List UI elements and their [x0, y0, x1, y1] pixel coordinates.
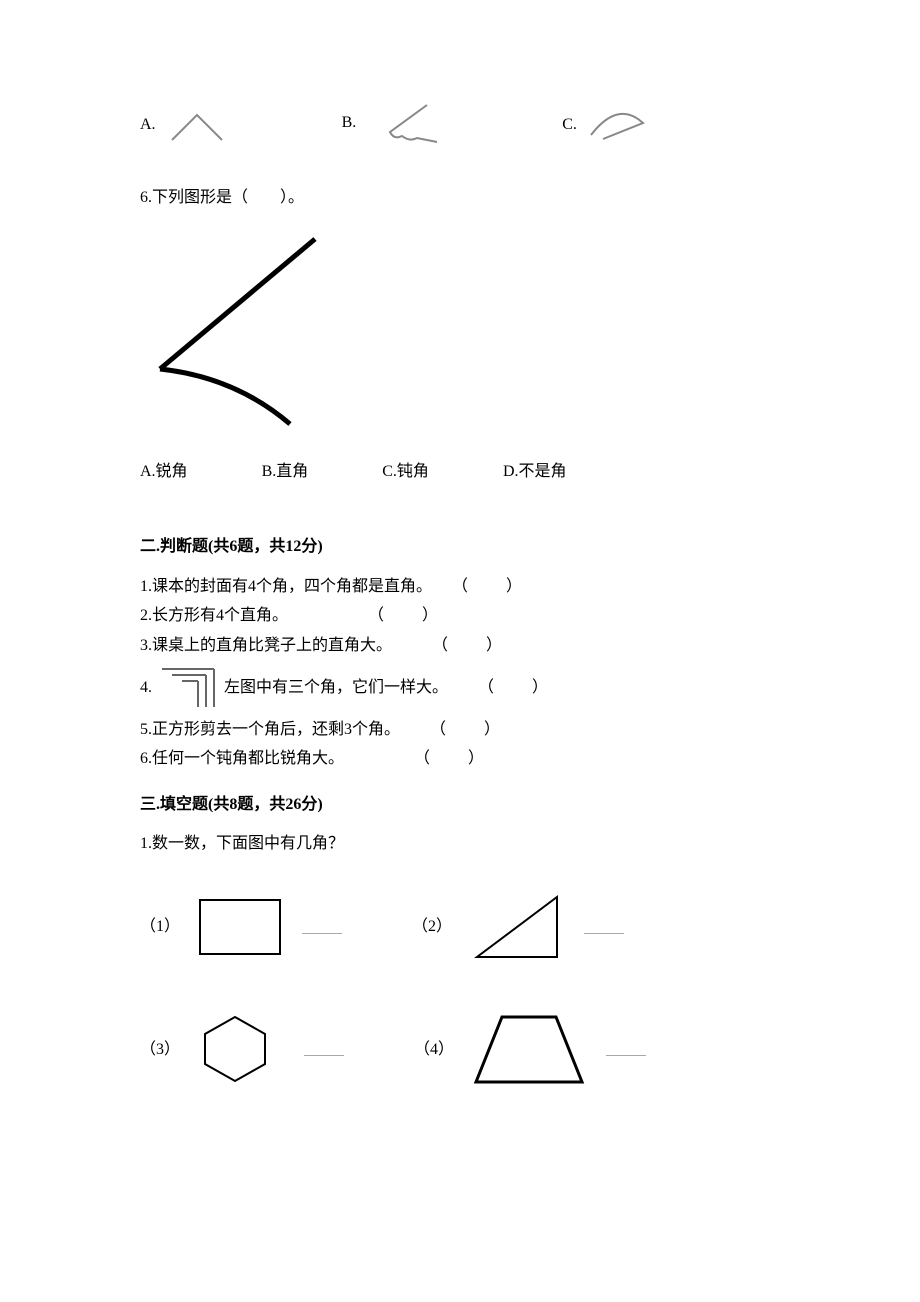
- s2-item-4-num: 4.: [140, 675, 152, 701]
- q5-option-a: A.: [140, 105, 232, 145]
- s3-q1-item4: （4）: [414, 1007, 646, 1092]
- q5-b-label: B.: [342, 110, 357, 136]
- s2-item-2-text: 2.长方形有4个直角。: [140, 603, 288, 629]
- s3-q1-row2: （3） （4）: [140, 1007, 800, 1092]
- q6-text: 6.下列图形是（ ）。: [140, 185, 800, 211]
- s3-q1-i4-label: （4）: [414, 1037, 454, 1063]
- s3-q1-item1: （1）: [140, 892, 342, 962]
- s3-q1-i3-blank: [304, 1042, 344, 1056]
- s3-q1-fig-rect: [190, 892, 290, 962]
- s3-q1-i2-blank: [584, 920, 624, 934]
- s3-q1-item2: （2）: [412, 887, 624, 967]
- s2-item-6-text: 6.任何一个钝角都比锐角大。: [140, 746, 344, 772]
- s3-q1-i4-blank: [606, 1042, 646, 1056]
- section3-title: 三.填空题(共8题，共26分): [140, 792, 800, 818]
- s2-item-5: 5.正方形剪去一个角后，还剩3个角。 （ ）: [140, 717, 800, 743]
- s3-q1-item3: （3）: [140, 1009, 344, 1089]
- s2-item-5-paren: （ ）: [430, 717, 502, 743]
- s2-item-6-paren: （ ）: [414, 746, 486, 772]
- s2-item-3-text: 3.课桌上的直角比凳子上的直角大。: [140, 633, 392, 659]
- s2-item-1: 1.课本的封面有4个角，四个角都是直角。 （ ）: [140, 574, 800, 600]
- s2-item-3: 3.课桌上的直角比凳子上的直角大。 （ ）: [140, 633, 800, 659]
- s3-q1-i2-label: （2）: [412, 914, 452, 940]
- s2-item-4-figure: [158, 665, 218, 711]
- q5-c-label: C.: [562, 112, 577, 138]
- q5-option-b: B.: [342, 100, 453, 145]
- q6-choice-c: C.钝角: [382, 459, 429, 485]
- s3-q1-fig-trapezoid: [464, 1007, 594, 1092]
- q5-a-label: A.: [140, 112, 156, 138]
- q5-fig-a: [162, 105, 232, 145]
- q6-choices: A.锐角 B.直角 C.钝角 D.不是角: [140, 459, 800, 485]
- s2-item-1-paren: （ ）: [452, 574, 524, 600]
- q5-options-row: A. B. C.: [140, 100, 800, 145]
- q5-option-c: C.: [562, 105, 653, 145]
- s2-item-4-paren: （ ）: [478, 675, 550, 701]
- s2-item-5-text: 5.正方形剪去一个角后，还剩3个角。: [140, 717, 400, 743]
- q6-figure: [140, 229, 800, 429]
- s3-q1-i1-blank: [302, 920, 342, 934]
- q5-fig-c: [583, 105, 653, 145]
- s3-q1-fig-hexagon: [190, 1009, 280, 1089]
- q6-choice-d: D.不是角: [503, 459, 567, 485]
- s3-q1-row1: （1） （2）: [140, 887, 800, 967]
- s2-item-1-text: 1.课本的封面有4个角，四个角都是直角。: [140, 574, 432, 600]
- q5-fig-b: [362, 100, 452, 145]
- q6-choice-a: A.锐角: [140, 459, 188, 485]
- section2-title: 二.判断题(共6题，共12分): [140, 534, 800, 560]
- s2-item-2-paren: （ ）: [368, 603, 440, 629]
- s2-item-6: 6.任何一个钝角都比锐角大。 （ ）: [140, 746, 800, 772]
- s2-item-3-paren: （ ）: [432, 633, 504, 659]
- s2-item-2: 2.长方形有4个直角。 （ ）: [140, 603, 800, 629]
- s2-item-4-after: 左图中有三个角，它们一样大。: [224, 675, 448, 701]
- s2-item-4: 4. 左图中有三个角，它们一样大。 （ ）: [140, 665, 800, 711]
- s3-q1-i1-label: （1）: [140, 914, 180, 940]
- s3-q1-fig-triangle: [462, 887, 572, 967]
- s3-q1-i3-label: （3）: [140, 1037, 180, 1063]
- s3-q1-text: 1.数一数，下面图中有几角？: [140, 831, 800, 857]
- q6-choice-b: B.直角: [262, 459, 309, 485]
